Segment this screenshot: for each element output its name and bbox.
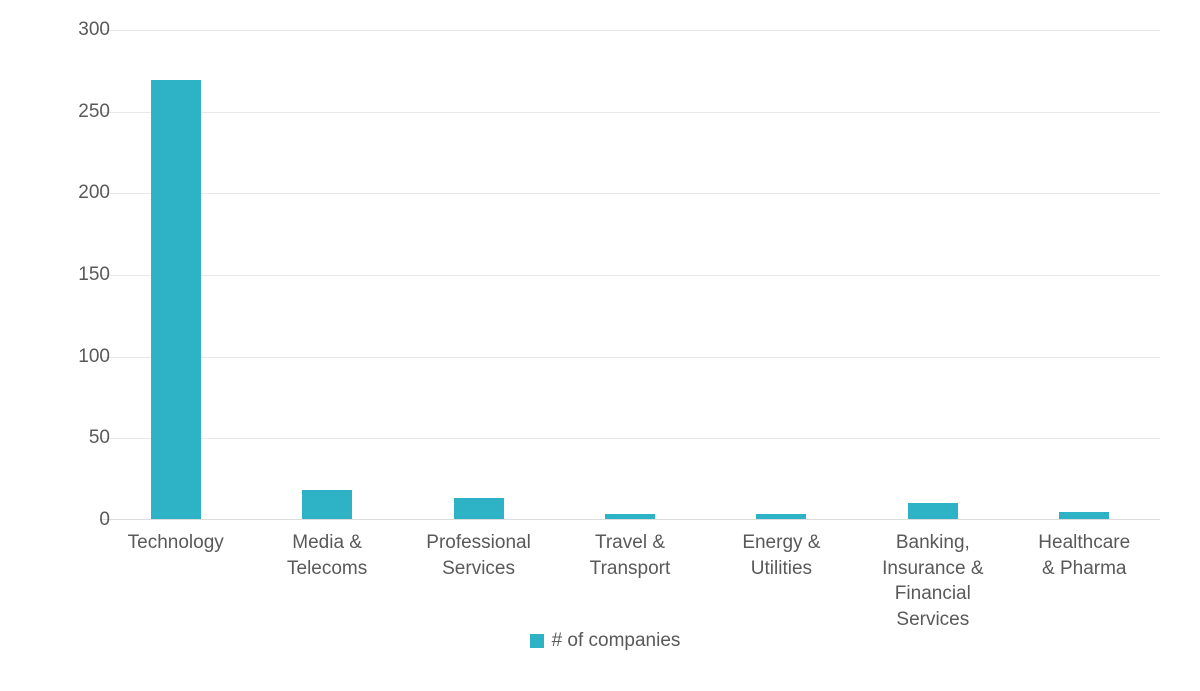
bar-slot <box>100 30 251 519</box>
x-axis-labels: TechnologyMedia & TelecomsProfessional S… <box>100 530 1160 633</box>
bar-slot <box>1009 30 1160 519</box>
y-tick-label: 200 <box>50 182 110 204</box>
x-tick-label: Travel & Transport <box>554 530 705 633</box>
x-tick-label: Banking, Insurance & Financial Services <box>857 530 1008 633</box>
bar-slot <box>706 30 857 519</box>
y-tick-label: 0 <box>50 509 110 531</box>
bar <box>454 498 504 519</box>
x-tick-label: Professional Services <box>403 530 554 633</box>
y-tick-label: 100 <box>50 346 110 368</box>
bar-chart: TechnologyMedia & TelecomsProfessional S… <box>30 20 1180 660</box>
x-tick-label: Healthcare & Pharma <box>1009 530 1160 633</box>
bar-slot <box>251 30 402 519</box>
y-tick-label: 150 <box>50 264 110 286</box>
bar-slot <box>403 30 554 519</box>
bar-slot <box>554 30 705 519</box>
bar <box>302 490 352 519</box>
bar-slot <box>857 30 1008 519</box>
bar <box>1059 512 1109 519</box>
legend: # of companies <box>30 630 1180 652</box>
bar <box>151 80 201 519</box>
bars-row <box>100 30 1160 519</box>
x-tick-label: Media & Telecoms <box>251 530 402 633</box>
y-tick-label: 50 <box>50 427 110 449</box>
bar <box>605 514 655 519</box>
y-tick-label: 250 <box>50 101 110 123</box>
plot-area <box>100 30 1160 520</box>
x-tick-label: Energy & Utilities <box>706 530 857 633</box>
bar <box>908 503 958 519</box>
legend-swatch <box>530 634 544 648</box>
y-tick-label: 300 <box>50 19 110 41</box>
legend-label: # of companies <box>552 630 681 652</box>
bar <box>756 514 806 519</box>
x-tick-label: Technology <box>100 530 251 633</box>
